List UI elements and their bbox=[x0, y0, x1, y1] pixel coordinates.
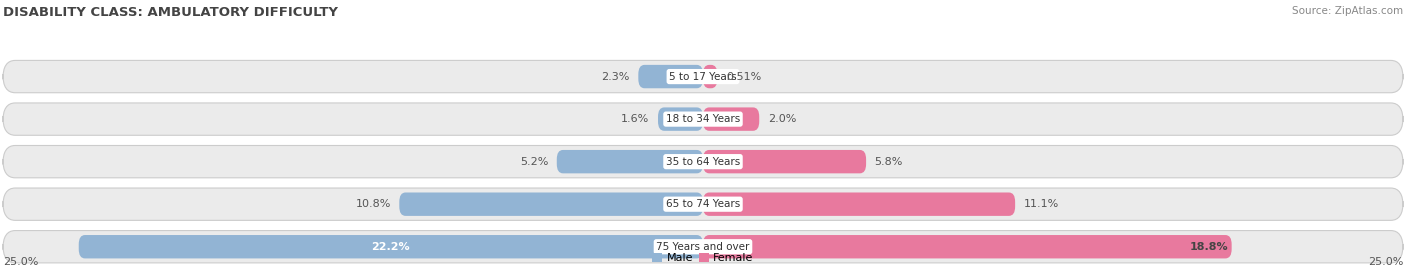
Text: 10.8%: 10.8% bbox=[356, 199, 391, 209]
FancyBboxPatch shape bbox=[703, 235, 1232, 258]
FancyBboxPatch shape bbox=[3, 146, 1403, 178]
FancyBboxPatch shape bbox=[3, 188, 1403, 220]
FancyBboxPatch shape bbox=[703, 65, 717, 88]
Text: 2.0%: 2.0% bbox=[768, 114, 796, 124]
Text: 5.8%: 5.8% bbox=[875, 157, 903, 167]
Text: 1.6%: 1.6% bbox=[621, 114, 650, 124]
Text: 5 to 17 Years: 5 to 17 Years bbox=[669, 72, 737, 81]
Text: Source: ZipAtlas.com: Source: ZipAtlas.com bbox=[1292, 6, 1403, 16]
Text: 5.2%: 5.2% bbox=[520, 157, 548, 167]
FancyBboxPatch shape bbox=[638, 65, 703, 88]
FancyBboxPatch shape bbox=[3, 103, 1403, 135]
Text: 65 to 74 Years: 65 to 74 Years bbox=[666, 199, 740, 209]
FancyBboxPatch shape bbox=[399, 192, 703, 216]
Text: 2.3%: 2.3% bbox=[602, 72, 630, 81]
FancyBboxPatch shape bbox=[3, 60, 1403, 93]
Text: 18 to 34 Years: 18 to 34 Years bbox=[666, 114, 740, 124]
FancyBboxPatch shape bbox=[703, 107, 759, 131]
Text: 22.2%: 22.2% bbox=[371, 242, 411, 252]
FancyBboxPatch shape bbox=[3, 230, 1403, 263]
Text: 35 to 64 Years: 35 to 64 Years bbox=[666, 157, 740, 167]
Text: DISABILITY CLASS: AMBULATORY DIFFICULTY: DISABILITY CLASS: AMBULATORY DIFFICULTY bbox=[3, 6, 337, 19]
FancyBboxPatch shape bbox=[79, 235, 703, 258]
FancyBboxPatch shape bbox=[658, 107, 703, 131]
Legend: Male, Female: Male, Female bbox=[648, 248, 758, 268]
Text: 0.51%: 0.51% bbox=[725, 72, 761, 81]
FancyBboxPatch shape bbox=[557, 150, 703, 173]
Text: 25.0%: 25.0% bbox=[1368, 257, 1403, 267]
FancyBboxPatch shape bbox=[703, 150, 866, 173]
Text: 18.8%: 18.8% bbox=[1189, 242, 1229, 252]
Text: 11.1%: 11.1% bbox=[1024, 199, 1059, 209]
Text: 25.0%: 25.0% bbox=[3, 257, 38, 267]
FancyBboxPatch shape bbox=[703, 192, 1015, 216]
Text: 75 Years and over: 75 Years and over bbox=[657, 242, 749, 252]
